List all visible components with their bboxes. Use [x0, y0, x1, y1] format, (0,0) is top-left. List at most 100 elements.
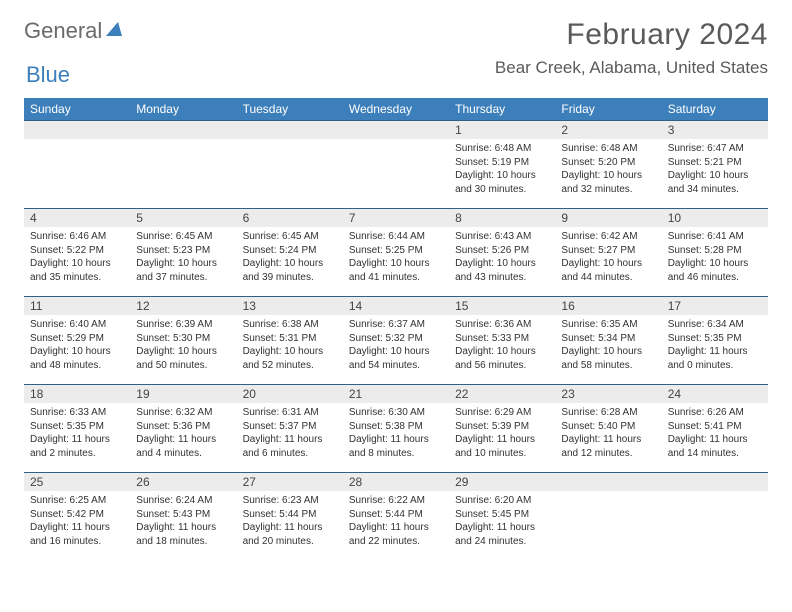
- day-details: Sunrise: 6:48 AMSunset: 5:19 PMDaylight:…: [449, 139, 555, 200]
- sunrise-line: Sunrise: 6:47 AM: [668, 142, 762, 156]
- day-number: 2: [555, 121, 661, 139]
- sunrise-line: Sunrise: 6:45 AM: [243, 230, 337, 244]
- day-details: Sunrise: 6:41 AMSunset: 5:28 PMDaylight:…: [662, 227, 768, 288]
- sunset-line: Sunset: 5:24 PM: [243, 244, 337, 258]
- day-details: Sunrise: 6:32 AMSunset: 5:36 PMDaylight:…: [130, 403, 236, 464]
- day-details: [130, 139, 236, 189]
- day-details: [662, 491, 768, 541]
- sunset-line: Sunset: 5:31 PM: [243, 332, 337, 346]
- day-number: 21: [343, 385, 449, 403]
- calendar-week-row: 25Sunrise: 6:25 AMSunset: 5:42 PMDayligh…: [24, 473, 768, 561]
- sunset-line: Sunset: 5:35 PM: [30, 420, 124, 434]
- day-number: 17: [662, 297, 768, 315]
- sunrise-line: Sunrise: 6:42 AM: [561, 230, 655, 244]
- sunrise-line: Sunrise: 6:45 AM: [136, 230, 230, 244]
- day-number: 10: [662, 209, 768, 227]
- sunset-line: Sunset: 5:34 PM: [561, 332, 655, 346]
- sunset-line: Sunset: 5:38 PM: [349, 420, 443, 434]
- weekday-header: Sunday: [24, 98, 130, 121]
- day-number: 4: [24, 209, 130, 227]
- day-details: [555, 491, 661, 541]
- day-number: 11: [24, 297, 130, 315]
- day-number: 22: [449, 385, 555, 403]
- daylight-line: Daylight: 11 hours and 24 minutes.: [455, 521, 549, 548]
- day-details: Sunrise: 6:22 AMSunset: 5:44 PMDaylight:…: [343, 491, 449, 552]
- weekday-header: Friday: [555, 98, 661, 121]
- day-details: Sunrise: 6:34 AMSunset: 5:35 PMDaylight:…: [662, 315, 768, 376]
- day-number: [662, 473, 768, 491]
- daylight-line: Daylight: 10 hours and 50 minutes.: [136, 345, 230, 372]
- daylight-line: Daylight: 10 hours and 32 minutes.: [561, 169, 655, 196]
- calendar-day-cell: 17Sunrise: 6:34 AMSunset: 5:35 PMDayligh…: [662, 297, 768, 385]
- daylight-line: Daylight: 11 hours and 2 minutes.: [30, 433, 124, 460]
- day-number: 1: [449, 121, 555, 139]
- sunset-line: Sunset: 5:25 PM: [349, 244, 443, 258]
- day-details: Sunrise: 6:43 AMSunset: 5:26 PMDaylight:…: [449, 227, 555, 288]
- day-details: Sunrise: 6:29 AMSunset: 5:39 PMDaylight:…: [449, 403, 555, 464]
- day-number: 8: [449, 209, 555, 227]
- calendar-day-cell: 15Sunrise: 6:36 AMSunset: 5:33 PMDayligh…: [449, 297, 555, 385]
- sunrise-line: Sunrise: 6:48 AM: [561, 142, 655, 156]
- day-details: Sunrise: 6:45 AMSunset: 5:24 PMDaylight:…: [237, 227, 343, 288]
- weekday-header: Monday: [130, 98, 236, 121]
- day-number: [555, 473, 661, 491]
- daylight-line: Daylight: 11 hours and 20 minutes.: [243, 521, 337, 548]
- calendar-week-row: 11Sunrise: 6:40 AMSunset: 5:29 PMDayligh…: [24, 297, 768, 385]
- sunset-line: Sunset: 5:43 PM: [136, 508, 230, 522]
- daylight-line: Daylight: 11 hours and 18 minutes.: [136, 521, 230, 548]
- sunrise-line: Sunrise: 6:34 AM: [668, 318, 762, 332]
- calendar-day-cell: 8Sunrise: 6:43 AMSunset: 5:26 PMDaylight…: [449, 209, 555, 297]
- sunrise-line: Sunrise: 6:39 AM: [136, 318, 230, 332]
- day-details: Sunrise: 6:36 AMSunset: 5:33 PMDaylight:…: [449, 315, 555, 376]
- day-number: 24: [662, 385, 768, 403]
- calendar-day-cell: 23Sunrise: 6:28 AMSunset: 5:40 PMDayligh…: [555, 385, 661, 473]
- sunrise-line: Sunrise: 6:41 AM: [668, 230, 762, 244]
- daylight-line: Daylight: 11 hours and 12 minutes.: [561, 433, 655, 460]
- day-number: 16: [555, 297, 661, 315]
- calendar-day-cell: 5Sunrise: 6:45 AMSunset: 5:23 PMDaylight…: [130, 209, 236, 297]
- day-number: 14: [343, 297, 449, 315]
- day-number: 18: [24, 385, 130, 403]
- sunset-line: Sunset: 5:29 PM: [30, 332, 124, 346]
- sunrise-line: Sunrise: 6:24 AM: [136, 494, 230, 508]
- daylight-line: Daylight: 11 hours and 4 minutes.: [136, 433, 230, 460]
- daylight-line: Daylight: 10 hours and 58 minutes.: [561, 345, 655, 372]
- daylight-line: Daylight: 11 hours and 14 minutes.: [668, 433, 762, 460]
- day-details: Sunrise: 6:23 AMSunset: 5:44 PMDaylight:…: [237, 491, 343, 552]
- calendar-day-cell: 20Sunrise: 6:31 AMSunset: 5:37 PMDayligh…: [237, 385, 343, 473]
- day-number: 20: [237, 385, 343, 403]
- calendar-day-cell: 19Sunrise: 6:32 AMSunset: 5:36 PMDayligh…: [130, 385, 236, 473]
- weekday-header: Tuesday: [237, 98, 343, 121]
- sunset-line: Sunset: 5:45 PM: [455, 508, 549, 522]
- calendar-day-cell: 28Sunrise: 6:22 AMSunset: 5:44 PMDayligh…: [343, 473, 449, 561]
- day-details: Sunrise: 6:30 AMSunset: 5:38 PMDaylight:…: [343, 403, 449, 464]
- daylight-line: Daylight: 10 hours and 56 minutes.: [455, 345, 549, 372]
- sunset-line: Sunset: 5:21 PM: [668, 156, 762, 170]
- calendar-empty-cell: [555, 473, 661, 561]
- day-number: 12: [130, 297, 236, 315]
- calendar-week-row: 18Sunrise: 6:33 AMSunset: 5:35 PMDayligh…: [24, 385, 768, 473]
- sunset-line: Sunset: 5:23 PM: [136, 244, 230, 258]
- sunrise-line: Sunrise: 6:44 AM: [349, 230, 443, 244]
- daylight-line: Daylight: 11 hours and 8 minutes.: [349, 433, 443, 460]
- sunset-line: Sunset: 5:26 PM: [455, 244, 549, 258]
- sunset-line: Sunset: 5:42 PM: [30, 508, 124, 522]
- day-details: Sunrise: 6:46 AMSunset: 5:22 PMDaylight:…: [24, 227, 130, 288]
- daylight-line: Daylight: 10 hours and 44 minutes.: [561, 257, 655, 284]
- daylight-line: Daylight: 10 hours and 48 minutes.: [30, 345, 124, 372]
- day-number: 13: [237, 297, 343, 315]
- sunrise-line: Sunrise: 6:32 AM: [136, 406, 230, 420]
- calendar-day-cell: 11Sunrise: 6:40 AMSunset: 5:29 PMDayligh…: [24, 297, 130, 385]
- sunrise-line: Sunrise: 6:46 AM: [30, 230, 124, 244]
- calendar-day-cell: 26Sunrise: 6:24 AMSunset: 5:43 PMDayligh…: [130, 473, 236, 561]
- day-details: [343, 139, 449, 189]
- day-number: [130, 121, 236, 139]
- calendar-day-cell: 24Sunrise: 6:26 AMSunset: 5:41 PMDayligh…: [662, 385, 768, 473]
- sunset-line: Sunset: 5:32 PM: [349, 332, 443, 346]
- sunrise-line: Sunrise: 6:31 AM: [243, 406, 337, 420]
- daylight-line: Daylight: 11 hours and 16 minutes.: [30, 521, 124, 548]
- day-details: Sunrise: 6:35 AMSunset: 5:34 PMDaylight:…: [555, 315, 661, 376]
- calendar-day-cell: 1Sunrise: 6:48 AMSunset: 5:19 PMDaylight…: [449, 121, 555, 209]
- brand-logo: General: [24, 18, 126, 44]
- day-number: 25: [24, 473, 130, 491]
